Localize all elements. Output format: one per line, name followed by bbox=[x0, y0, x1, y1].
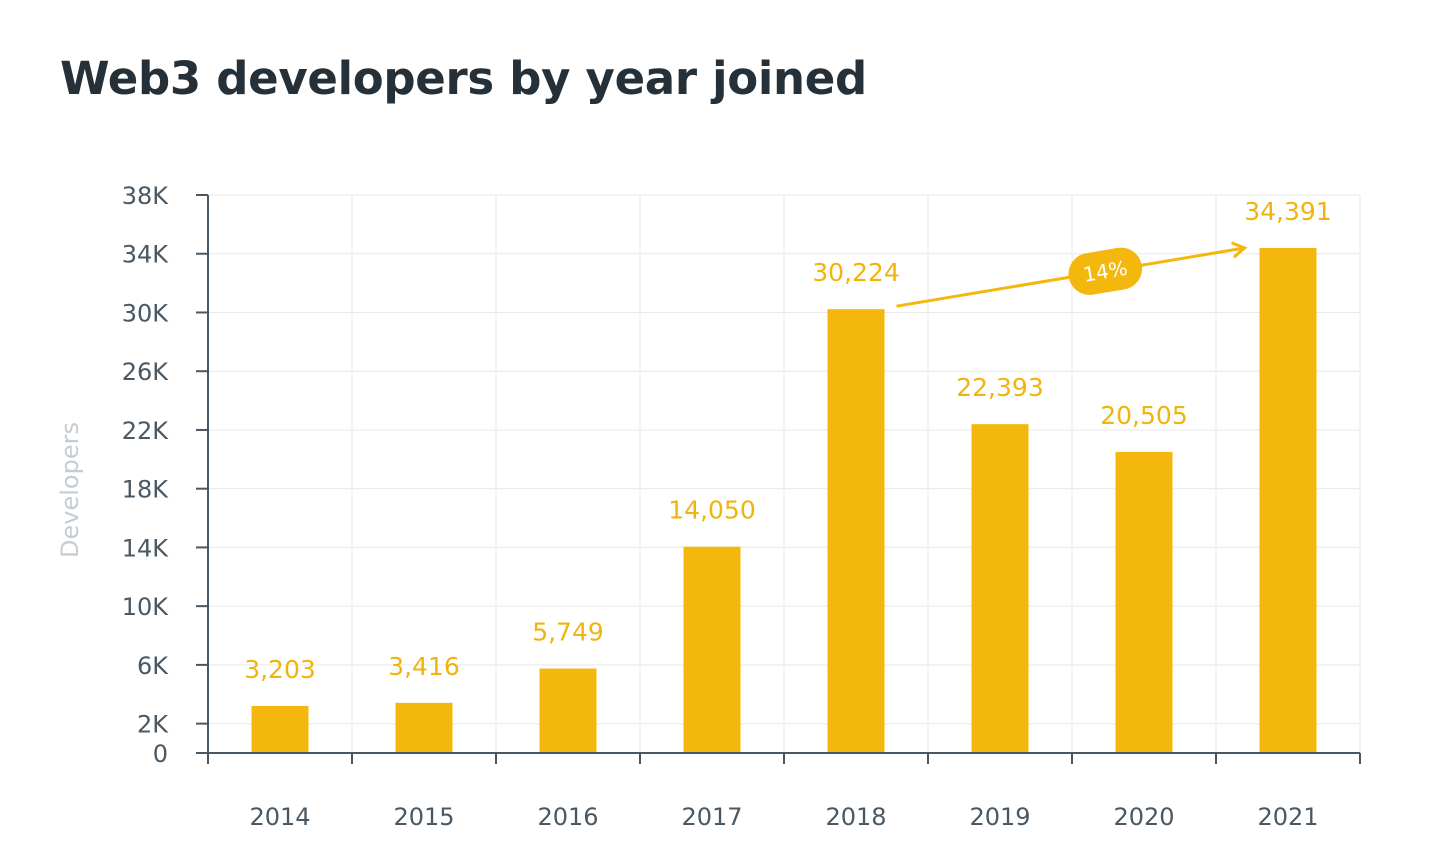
data-label: 3,416 bbox=[388, 652, 460, 681]
y-tick-label: 38K bbox=[122, 182, 170, 210]
y-tick-label: 26K bbox=[122, 358, 170, 386]
data-label: 20,505 bbox=[1100, 401, 1187, 430]
bar-2016 bbox=[539, 668, 597, 753]
x-tick-label: 2019 bbox=[969, 803, 1030, 831]
x-tick-label: 2015 bbox=[393, 803, 454, 831]
y-tick-label: 2K bbox=[137, 711, 169, 739]
data-label: 14,050 bbox=[668, 496, 755, 525]
bar-2017 bbox=[683, 546, 741, 753]
bar-2019 bbox=[971, 424, 1029, 753]
growth-badge: 14% bbox=[1068, 247, 1143, 295]
bar-2020 bbox=[1115, 451, 1173, 753]
y-tick-label: 14K bbox=[122, 534, 170, 562]
x-tick-label: 2014 bbox=[249, 803, 310, 831]
bar-2015 bbox=[395, 702, 453, 753]
y-tick-label: 22K bbox=[122, 417, 170, 445]
y-tick-label: 34K bbox=[122, 241, 170, 269]
y-tick-label: 10K bbox=[122, 593, 170, 621]
bar-2018 bbox=[827, 309, 885, 753]
y-axis-title: Developers bbox=[56, 422, 84, 558]
data-label: 30,224 bbox=[812, 258, 899, 287]
data-label: 3,203 bbox=[244, 655, 316, 684]
y-tick-label: 6K bbox=[137, 652, 169, 680]
bar-2014 bbox=[251, 705, 309, 753]
y-tick-label: 0 bbox=[153, 740, 168, 768]
x-tick-label: 2016 bbox=[537, 803, 598, 831]
x-tick-label: 2017 bbox=[681, 803, 742, 831]
y-tick-label: 30K bbox=[122, 299, 170, 327]
y-tick-label: 18K bbox=[122, 476, 170, 504]
growth-badge-pill bbox=[1068, 247, 1143, 295]
data-label: 22,393 bbox=[956, 373, 1043, 402]
data-label: 5,749 bbox=[532, 618, 604, 647]
data-label: 34,391 bbox=[1244, 197, 1331, 226]
chart-title: Web3 developers by year joined bbox=[60, 52, 867, 105]
x-tick-label: 2018 bbox=[825, 803, 886, 831]
x-tick-label: 2021 bbox=[1257, 803, 1318, 831]
growth-arrow-head-icon bbox=[1230, 241, 1248, 259]
x-tick-label: 2020 bbox=[1113, 803, 1174, 831]
bar-2021 bbox=[1259, 247, 1317, 754]
